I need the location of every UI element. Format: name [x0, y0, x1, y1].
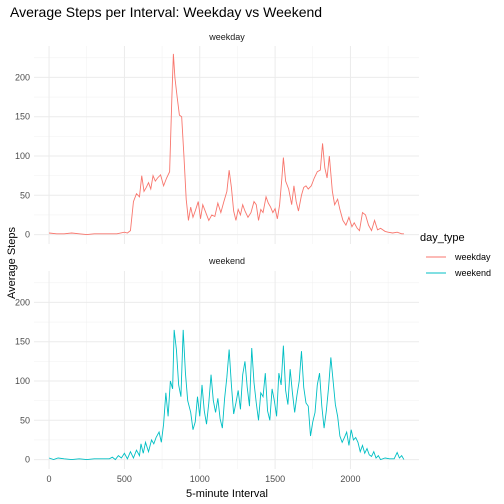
y-tick-label: 200: [15, 72, 30, 82]
chart-title: Average Steps per Interval: Weekday vs W…: [10, 4, 322, 20]
series-line-weekday: [49, 53, 404, 236]
series-line-weekend: [48, 329, 405, 461]
y-tick-label: 0: [25, 455, 30, 465]
x-tick-label: 2000: [340, 474, 360, 484]
y-tick-label: 50: [20, 190, 30, 200]
strip-label-weekday: weekday: [208, 32, 245, 42]
y-axis-title: Average Steps: [6, 227, 18, 299]
x-axis-title: 5-minute Interval: [186, 488, 268, 500]
x-tick-label: 500: [117, 474, 132, 484]
strip-label-weekend: weekend: [208, 256, 245, 266]
y-tick-labels-weekend: 0 50 100 150 200: [15, 297, 30, 464]
y-tick-label: 150: [15, 112, 30, 122]
legend-label-weekday: weekday: [454, 252, 491, 262]
y-tick-label: 150: [15, 337, 30, 347]
grid-weekday: [34, 46, 419, 244]
y-tick-label: 100: [15, 376, 30, 386]
y-tick-label: 200: [15, 297, 30, 307]
y-tick-labels-weekday: 0 50 100 150 200: [15, 72, 30, 239]
legend-title: day_type: [420, 232, 465, 244]
panel-weekday: weekday 0 50 100 150 200: [15, 32, 419, 244]
x-tick-label: 1500: [265, 474, 285, 484]
x-tick-labels: 0 500 1000 1500 2000: [47, 474, 361, 484]
y-tick-label: 50: [20, 415, 30, 425]
y-tick-label: 0: [25, 230, 30, 240]
legend: day_type weekday weekend: [420, 232, 491, 278]
grid-weekend: [34, 271, 419, 469]
y-tick-label: 100: [15, 151, 30, 161]
x-tick-label: 0: [47, 474, 52, 484]
x-tick-label: 1000: [190, 474, 210, 484]
legend-label-weekend: weekend: [454, 268, 491, 278]
panel-weekend: weekend 0 50 100 150 200: [15, 256, 419, 469]
